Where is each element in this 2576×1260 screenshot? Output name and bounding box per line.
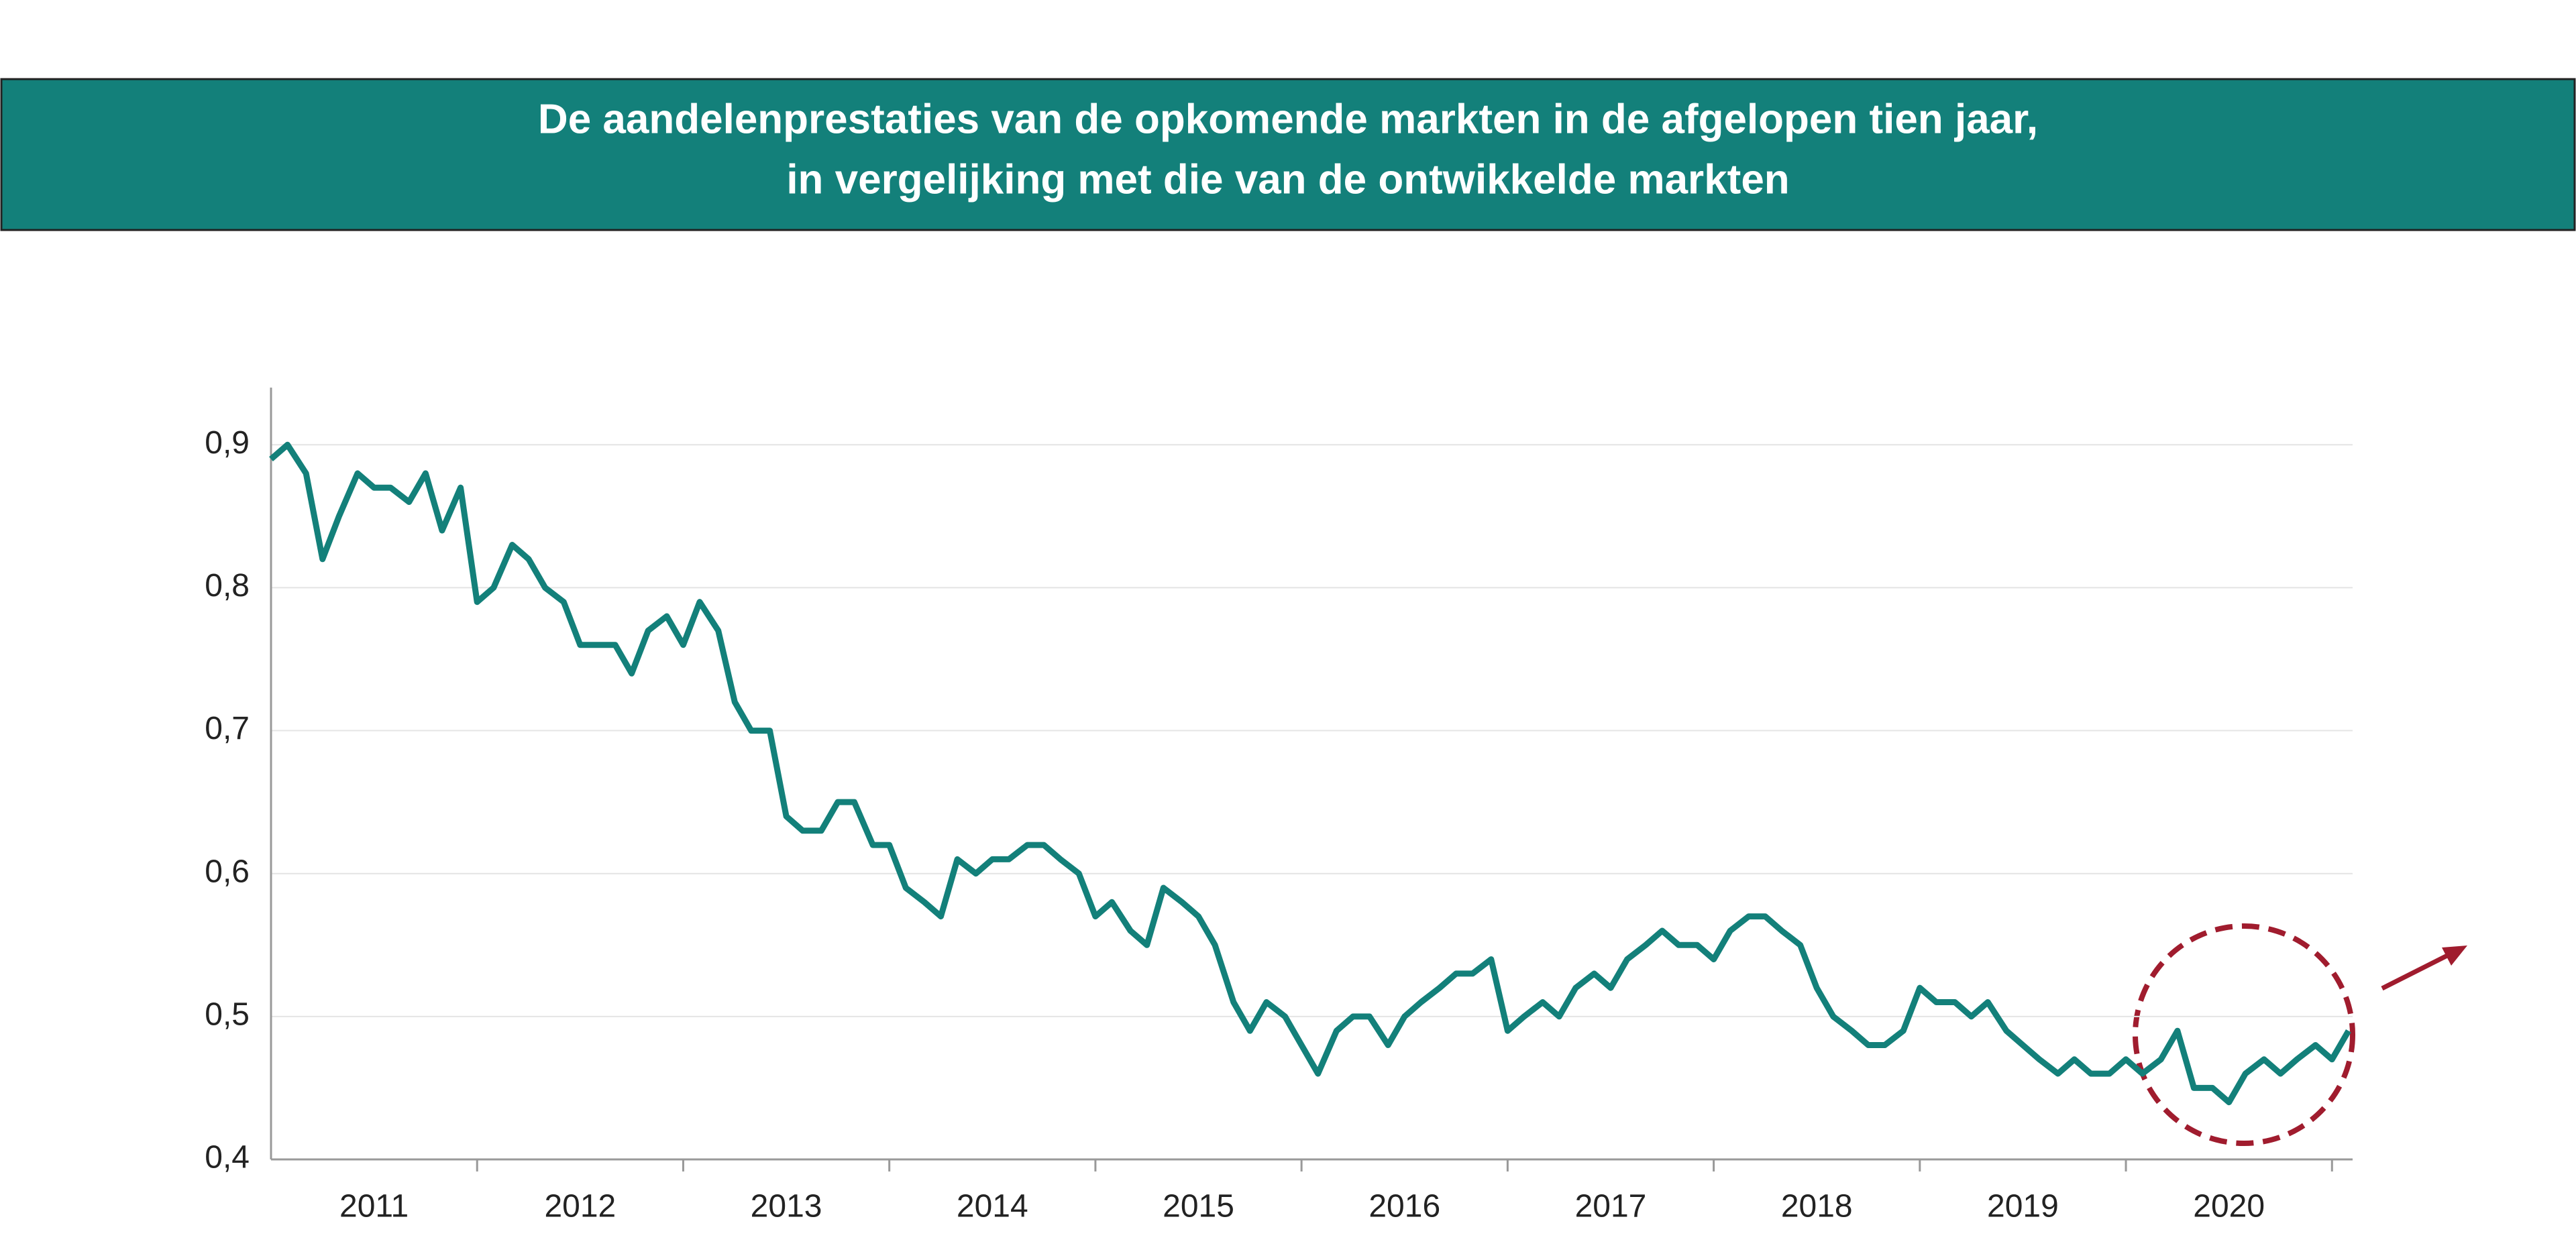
highlight-circle bbox=[2133, 923, 2355, 1146]
x-tick-label: 2017 bbox=[1575, 1189, 1647, 1224]
y-tick-label: 0,9 bbox=[205, 425, 250, 461]
arrow-shaft bbox=[2381, 952, 2450, 991]
x-tick-label: 2012 bbox=[544, 1189, 616, 1224]
y-tick-label: 0,6 bbox=[205, 854, 250, 889]
title-bar bbox=[0, 78, 2576, 231]
data-line bbox=[269, 441, 2351, 1106]
x-tick-label: 2018 bbox=[1781, 1189, 1853, 1224]
x-tick-label: 2015 bbox=[1163, 1189, 1234, 1224]
y-tick-label: 0,5 bbox=[205, 997, 250, 1033]
x-tick-label: 2020 bbox=[2193, 1189, 2265, 1224]
x-tick-label: 2014 bbox=[957, 1189, 1028, 1224]
arrow-head bbox=[2442, 946, 2467, 966]
x-tick-label: 2019 bbox=[1987, 1189, 2059, 1224]
y-tick-label: 0,8 bbox=[205, 568, 250, 604]
x-tick-label: 2016 bbox=[1368, 1189, 1440, 1224]
chart-title: in vergelijking met die van de ontwikkel… bbox=[786, 156, 1789, 203]
x-tick-label: 2011 bbox=[339, 1189, 409, 1224]
y-tick-label: 0,7 bbox=[205, 711, 250, 746]
y-tick-label: 0,4 bbox=[205, 1140, 250, 1176]
x-tick-label: 2013 bbox=[751, 1189, 822, 1224]
chart-title: De aandelenprestaties van de opkomende m… bbox=[538, 96, 2038, 142]
